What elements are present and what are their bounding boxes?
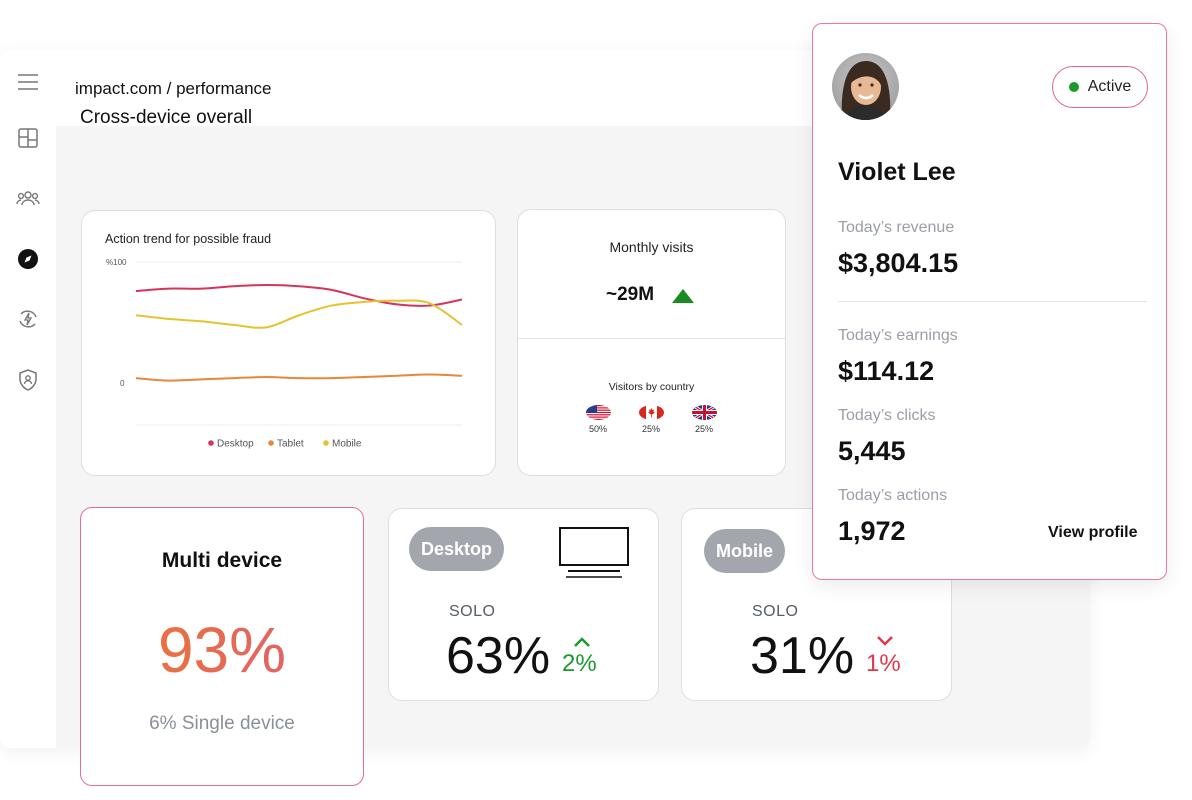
y-tick-zero: 0 (120, 379, 125, 388)
profile-name: Violet Lee (838, 158, 956, 186)
divider (518, 338, 785, 339)
section-title: Cross-device overall (80, 107, 253, 128)
country-canada: 25% (631, 405, 671, 434)
desktop-trend-value: 2% (562, 650, 597, 677)
series-line-desktop (135, 283, 463, 307)
fraud-trend-chart-card: Action trend for possible fraud %100 0 D… (81, 210, 496, 476)
series-line-mobile (135, 299, 463, 329)
y-tick-top: %100 (106, 258, 127, 267)
sidebar (0, 50, 56, 748)
country-uk: 25% (684, 405, 724, 434)
legend-dot-desktop (208, 440, 214, 446)
mobile-pill: Mobile (704, 529, 785, 573)
country-pct: 25% (641, 424, 660, 434)
multi-device-value: 93% (81, 613, 363, 687)
layout-icon[interactable] (16, 126, 40, 150)
chevron-down-icon (877, 636, 893, 646)
multi-device-card: Multi device 93% 6% Single device (80, 507, 364, 786)
chevron-up-icon (574, 637, 590, 647)
actions-label: Today’s actions (838, 487, 948, 504)
monthly-visits-card: Monthly visits ~29M Visitors by country … (517, 209, 786, 476)
series-line-tablet (135, 373, 463, 382)
avatar[interactable] (832, 53, 899, 120)
single-device-label: 6% Single device (149, 713, 295, 734)
legend-label-tablet: Tablet (277, 439, 304, 450)
view-profile-link[interactable]: View profile (1048, 524, 1138, 541)
menu-icon[interactable] (16, 70, 40, 94)
solo-label: SOLO (752, 603, 799, 620)
legend-dot-tablet (268, 440, 274, 446)
refresh-bolt-icon[interactable] (16, 307, 40, 331)
trend-up-icon (672, 289, 694, 303)
status-dot-icon (1068, 82, 1079, 92)
status-text: Active (1087, 78, 1132, 95)
desktop-card: Desktop SOLO 63% 2% (388, 508, 659, 701)
actions-value: 1,972 (838, 516, 906, 546)
monitor-icon (559, 527, 629, 578)
desktop-solo-value: 63% (446, 627, 551, 685)
canada-flag-icon (638, 405, 664, 420)
legend-dot-mobile (323, 440, 329, 446)
clicks-label: Today’s clicks (838, 407, 936, 424)
compass-icon[interactable] (16, 247, 40, 271)
desktop-pill: Desktop (409, 527, 505, 571)
revenue-value: $3,804.15 (838, 248, 959, 278)
earnings-value: $114.12 (838, 356, 935, 386)
shield-user-icon[interactable] (16, 368, 40, 392)
country-pct: 25% (694, 424, 713, 434)
us-flag-icon (585, 405, 611, 420)
breadcrumb[interactable]: impact.com / performance (75, 79, 272, 98)
visitors-by-country-title: Visitors by country (608, 381, 695, 393)
uk-flag-icon (691, 405, 717, 420)
chart-title: Action trend for possible fraud (105, 232, 272, 246)
revenue-label: Today’s revenue (838, 219, 955, 236)
country-us: 50% (578, 405, 618, 434)
profile-card: Active Violet Lee Today’s revenue $3,804… (812, 23, 1167, 580)
clicks-value: 5,445 (838, 436, 906, 466)
visits-value: ~29M (606, 284, 655, 305)
fraud-trend-chart: %100 0 Desktop Tablet Mobile (106, 258, 463, 450)
legend-label-mobile: Mobile (332, 439, 362, 450)
mobile-trend-value: 1% (866, 650, 901, 677)
earnings-label: Today’s earnings (838, 327, 958, 344)
country-pct: 50% (588, 424, 607, 434)
visits-title: Monthly visits (609, 239, 694, 255)
solo-label: SOLO (449, 603, 496, 620)
multi-device-title: Multi device (161, 549, 283, 572)
users-icon[interactable] (16, 186, 40, 210)
divider (838, 301, 1147, 302)
mobile-solo-value: 31% (750, 627, 855, 685)
legend-label-desktop: Desktop (217, 439, 254, 450)
status-badge: Active (1052, 66, 1148, 108)
